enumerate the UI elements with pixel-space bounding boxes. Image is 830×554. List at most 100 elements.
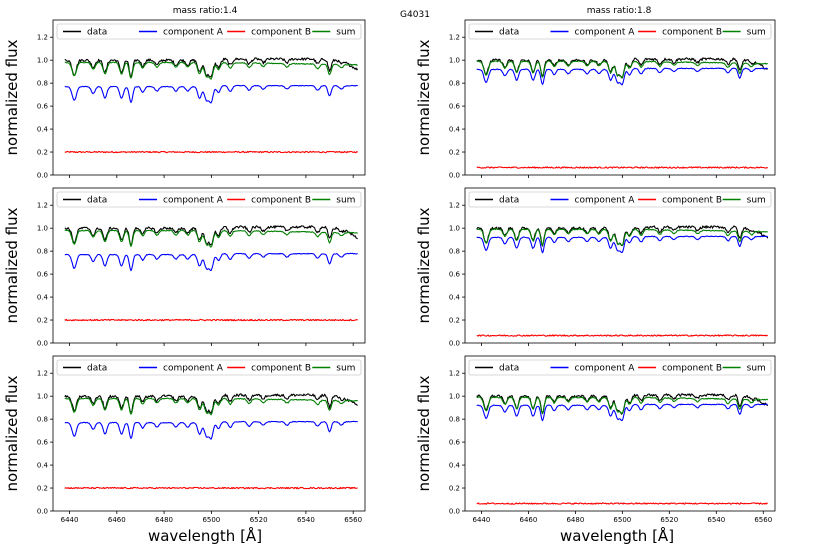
y-tick-label: 1.0 xyxy=(37,393,48,401)
legend-label-sum: sum xyxy=(336,196,355,206)
y-tick-label: 0.0 xyxy=(37,172,48,180)
y-tick-label: 1.2 xyxy=(37,370,48,378)
y-tick-label: 0.8 xyxy=(37,416,48,424)
panel-1-0: 0.0 0.2 0.4 0.6 0.8 1.0 1.2 normalized flux data… xyxy=(3,187,366,348)
panel-frame xyxy=(464,355,776,512)
legend-label-sum: sum xyxy=(336,28,355,38)
x-tick-label: 6440 xyxy=(61,516,79,524)
legend-box xyxy=(56,359,362,376)
legend-label-component-b: component B xyxy=(662,196,722,206)
x-tick-label: 6540 xyxy=(297,516,315,524)
x-tick-label: 6480 xyxy=(566,516,584,524)
panel-frame xyxy=(52,19,366,176)
series-sum-line xyxy=(64,397,358,416)
y-tick-label: 0.4 xyxy=(449,462,461,470)
y-tick-label: 0.6 xyxy=(449,439,461,447)
y-axis-label: normalized flux xyxy=(3,39,21,155)
legend-box xyxy=(468,359,772,376)
series-component-a-line xyxy=(64,252,358,272)
legend-label-component-a: component A xyxy=(575,28,636,38)
y-tick-label: 0.8 xyxy=(37,80,48,88)
legend-label-data: data xyxy=(87,196,107,206)
legend-box xyxy=(56,23,362,40)
panel-2-0: 0.0 0.2 0.4 0.6 0.8 1.0 1.2 6440 6460 6480 6500 652… xyxy=(3,355,366,524)
x-tick-label: 6540 xyxy=(707,516,725,524)
legend-box xyxy=(56,191,362,208)
series-sum-line xyxy=(476,60,768,79)
y-axis-label: normalized flux xyxy=(415,207,433,323)
y-tick-label: 1.2 xyxy=(449,202,460,210)
series-component-a-line xyxy=(476,403,768,422)
x-tick-label: 6480 xyxy=(155,516,173,524)
y-tick-label: 0.4 xyxy=(449,294,461,302)
legend-box xyxy=(468,23,772,40)
legend-label-component-a: component A xyxy=(163,364,224,374)
panel-frame xyxy=(464,187,776,344)
y-axis-label: normalized flux xyxy=(3,207,21,323)
legend-label-sum: sum xyxy=(336,364,355,374)
figure-suptitle: G4031 xyxy=(400,10,430,20)
series-component-b-line xyxy=(476,334,768,337)
series-data-line xyxy=(476,225,769,247)
series-component-b-line xyxy=(64,318,359,322)
y-tick-label: 1.2 xyxy=(449,370,460,378)
x-tick-label: 6460 xyxy=(519,516,537,524)
y-tick-label: 0.8 xyxy=(37,248,48,256)
legend-label-component-a: component A xyxy=(575,196,636,206)
y-tick-label: 1.0 xyxy=(37,225,48,233)
y-tick-label: 0.6 xyxy=(37,271,49,279)
series-data-line xyxy=(476,393,769,415)
y-tick-label: 0.0 xyxy=(449,508,460,516)
y-tick-label: 1.0 xyxy=(449,225,460,233)
x-tick-label: 6560 xyxy=(344,516,362,524)
y-tick-label: 0.6 xyxy=(449,271,461,279)
legend-label-sum: sum xyxy=(747,196,766,206)
y-tick-label: 0.4 xyxy=(37,294,49,302)
series-data-line xyxy=(64,225,358,246)
column-title-right: mass ratio:1.8 xyxy=(587,6,652,16)
y-tick-label: 1.0 xyxy=(449,57,460,65)
y-axis-label: normalized flux xyxy=(3,375,21,491)
series-component-a-line xyxy=(476,67,768,86)
y-tick-label: 1.0 xyxy=(37,57,48,65)
y-tick-label: 0.2 xyxy=(449,317,460,325)
panel-2-1: 0.0 0.2 0.4 0.6 0.8 1.0 1.2 6440 6460 6480 6500 652… xyxy=(415,355,776,524)
legend-box xyxy=(468,191,772,208)
y-tick-label: 1.0 xyxy=(449,393,460,401)
series-component-a-line xyxy=(64,84,358,104)
series-sum-line xyxy=(64,61,358,80)
y-tick-label: 1.2 xyxy=(37,202,48,210)
series-sum-line xyxy=(476,228,768,247)
legend-label-component-b: component B xyxy=(662,28,722,38)
panel-0-1: 0.0 0.2 0.4 0.6 0.8 1.0 1.2 normalized flux data… xyxy=(415,19,776,180)
panel-1-1: 0.0 0.2 0.4 0.6 0.8 1.0 1.2 normalized flux data… xyxy=(415,187,776,348)
series-component-b-line xyxy=(64,486,358,490)
x-tick-label: 6500 xyxy=(202,516,220,524)
panel-frame xyxy=(52,187,366,344)
panel-0-0: 0.0 0.2 0.4 0.6 0.8 1.0 1.2 normalized flux data… xyxy=(3,19,366,180)
series-data-line xyxy=(64,393,358,414)
legend-label-data: data xyxy=(87,28,107,38)
legend-label-data: data xyxy=(499,28,519,38)
legend-label-data: data xyxy=(87,364,107,374)
legend-label-data: data xyxy=(499,364,519,374)
panel-frame xyxy=(52,355,366,512)
y-tick-label: 0.8 xyxy=(449,248,460,256)
series-component-b-line xyxy=(476,502,768,505)
series-data-line xyxy=(64,57,359,78)
legend-label-component-a: component A xyxy=(163,28,224,38)
y-tick-label: 1.2 xyxy=(449,34,460,42)
x-tick-label: 6560 xyxy=(754,516,772,524)
y-axis-label: normalized flux xyxy=(415,39,433,155)
y-tick-label: 0.6 xyxy=(449,103,461,111)
y-tick-label: 0.8 xyxy=(449,80,460,88)
series-component-a-line xyxy=(64,420,358,440)
panels-layer: 0.0 0.2 0.4 0.6 0.8 1.0 1.2 normalized flux data… xyxy=(3,19,776,524)
x-axis-label-right: wavelength [Å] xyxy=(560,526,674,545)
y-axis-label: normalized flux xyxy=(415,375,433,491)
x-tick-label: 6520 xyxy=(660,516,678,524)
x-tick-label: 6440 xyxy=(473,516,491,524)
y-tick-label: 0.0 xyxy=(37,508,48,516)
series-component-b-line xyxy=(476,166,768,169)
